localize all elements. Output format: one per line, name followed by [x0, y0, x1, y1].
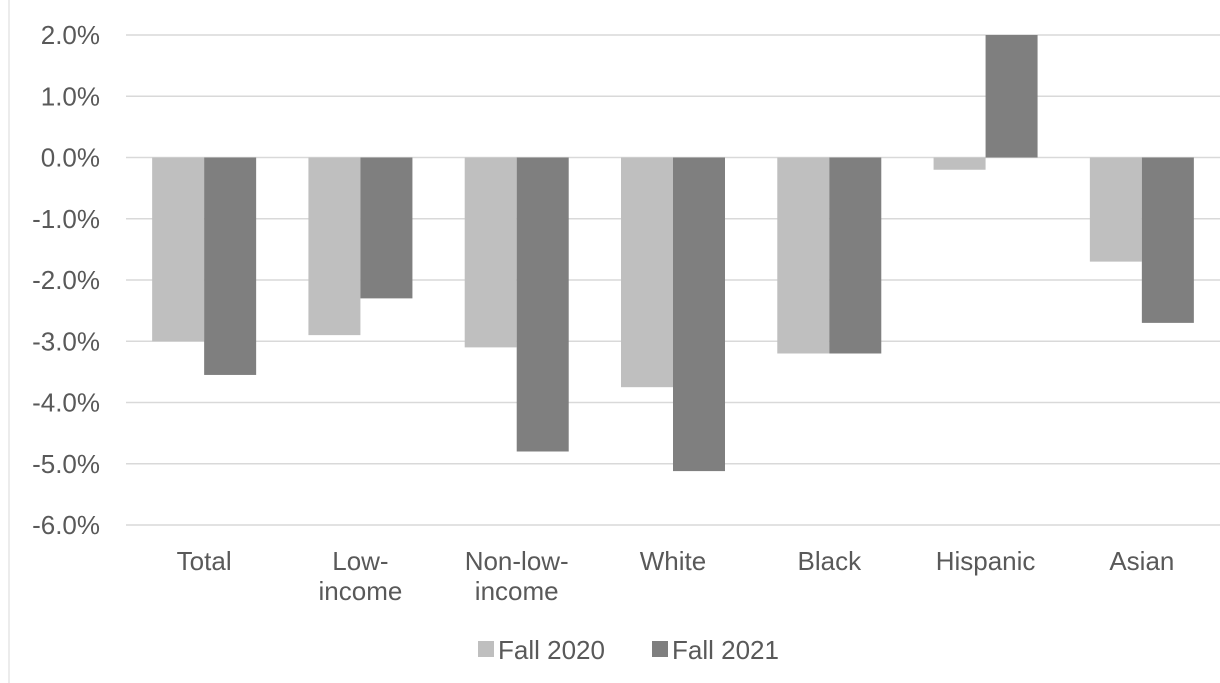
y-tick-label: -2.0%: [32, 265, 100, 295]
bar-fall-2020: [1089, 157, 1142, 262]
category-label: Asian: [1109, 546, 1174, 576]
y-tick-label: -1.0%: [32, 204, 100, 234]
category-label: Non-low-: [465, 546, 569, 576]
bar-fall-2020: [777, 157, 830, 354]
category-label: Black: [797, 546, 862, 576]
bar-fall-2020: [933, 157, 986, 170]
bar-fall-2020: [464, 157, 517, 348]
bar-fall-2021: [673, 157, 725, 472]
bar-fall-2021: [1141, 157, 1194, 323]
legend-label: Fall 2021: [672, 635, 779, 665]
bar-fall-2020: [308, 157, 361, 336]
bar-fall-2021: [516, 157, 569, 452]
bar-fall-2021: [204, 157, 257, 375]
y-tick-label: -3.0%: [32, 326, 100, 356]
y-tick-label: -4.0%: [32, 388, 100, 418]
category-label: income: [475, 576, 559, 606]
y-axis-tick-labels: 2.0% 1.0% 0.0% -1.0% -2.0% -3.0% -4.0% -5.0% -6.…: [32, 20, 100, 540]
bar-fall-2021: [985, 35, 1038, 158]
bar-fall-2020: [152, 157, 205, 342]
y-tick-label: 1.0%: [41, 81, 100, 111]
category-label: income: [319, 576, 403, 606]
bars: [152, 35, 1194, 472]
y-tick-label: 2.0%: [41, 20, 100, 50]
bar-fall-2021: [829, 157, 882, 354]
y-tick-label: -6.0%: [32, 510, 100, 540]
y-tick-label: 0.0%: [41, 143, 100, 173]
category-label: Low-: [332, 546, 388, 576]
category-label: Total: [177, 546, 232, 576]
legend-label: Fall 2020: [498, 635, 605, 665]
legend-swatch: [652, 641, 668, 657]
bar-fall-2020: [621, 157, 673, 388]
category-label: Hispanic: [936, 546, 1036, 576]
bar-fall-2021: [360, 157, 413, 299]
y-tick-label: -5.0%: [32, 449, 100, 479]
legend-swatch: [478, 641, 494, 657]
legend: Fall 2020 Fall 2021: [478, 635, 779, 665]
category-label: White: [640, 546, 706, 576]
